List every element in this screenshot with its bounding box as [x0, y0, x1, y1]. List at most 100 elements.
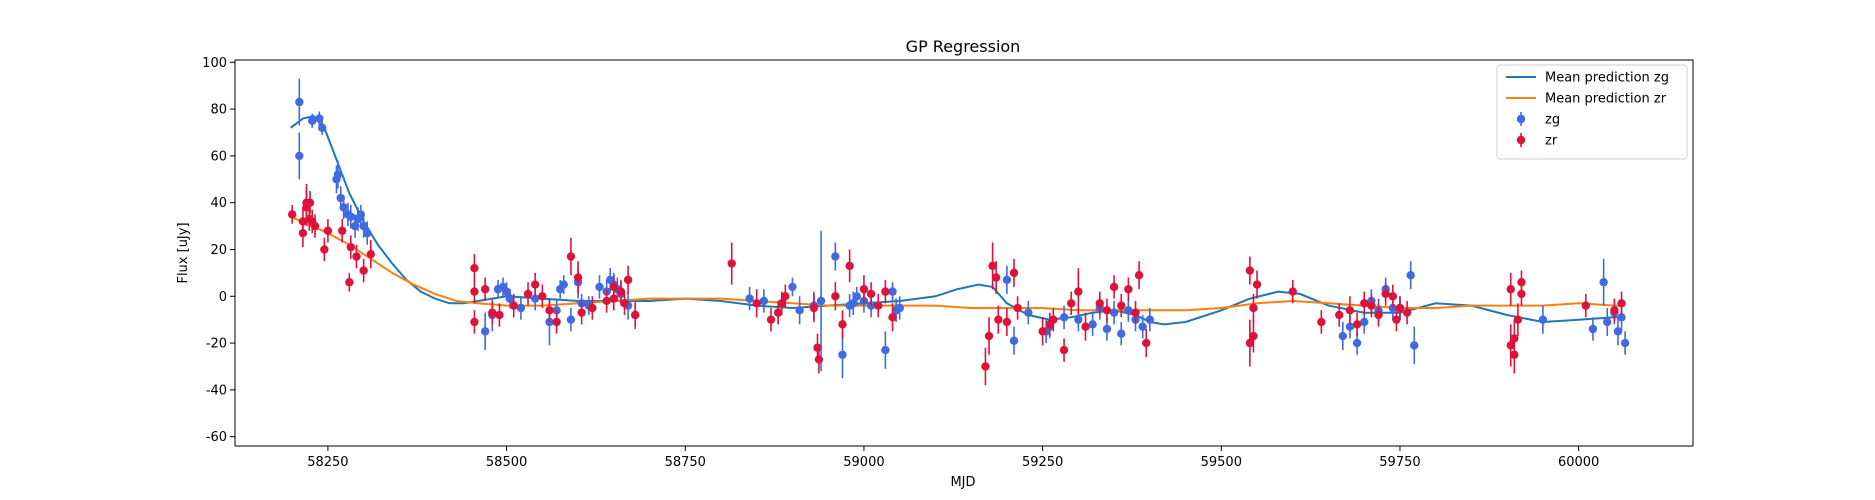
legend-label: Mean prediction zg: [1545, 71, 1669, 86]
data-point-zr: [577, 308, 586, 317]
x-tick-label: 58250: [307, 455, 348, 470]
data-point-zr: [1335, 310, 1344, 320]
data-point-zr: [1002, 317, 1012, 327]
data-point-zg: [530, 294, 540, 303]
data-point-zr: [1013, 303, 1022, 313]
data-point-zr: [984, 331, 994, 341]
data-point-zg: [1002, 275, 1012, 285]
legend-marker-key: [1516, 114, 1526, 124]
data-point-zr: [777, 299, 786, 308]
data-point-zg: [307, 116, 317, 126]
data-point-zg: [1352, 338, 1362, 348]
data-point-zr: [1317, 317, 1326, 327]
data-point-zg: [888, 287, 897, 296]
data-point-zg: [359, 221, 368, 231]
data-point-zr: [1402, 308, 1412, 317]
y-tick-label: 60: [210, 149, 227, 164]
data-point-zr: [831, 292, 840, 301]
data-point-zr: [616, 287, 626, 296]
y-tick-label: 80: [210, 103, 227, 118]
data-point-zg: [333, 170, 343, 179]
data-point-zr: [1074, 287, 1083, 296]
x-axis-label: MJD: [950, 475, 975, 490]
data-point-zr: [287, 210, 297, 219]
data-point-zr: [1345, 306, 1355, 315]
data-point-zr: [1388, 292, 1398, 301]
data-point-zg: [1088, 320, 1097, 329]
data-point-zr: [1381, 289, 1390, 299]
plot-area: [287, 78, 1630, 386]
data-point-zg: [339, 203, 348, 212]
data-point-zr: [338, 226, 347, 235]
data-point-zr: [366, 249, 375, 259]
legend-label: zr: [1545, 134, 1558, 149]
data-point-zg: [745, 294, 754, 303]
data-point-zg: [502, 287, 511, 296]
data-point-zr: [1134, 271, 1144, 280]
data-point-zg: [566, 315, 576, 324]
data-point-zr: [1395, 303, 1405, 313]
data-point-zg: [1360, 317, 1369, 327]
data-point-zg: [1538, 315, 1548, 324]
data-point-zr: [874, 301, 883, 310]
data-point-zr: [981, 362, 990, 371]
data-point-zr: [1510, 334, 1519, 343]
x-tick-label: 59250: [1022, 455, 1063, 470]
data-point-zg: [1620, 338, 1630, 348]
data-point-zr: [588, 303, 597, 313]
data-point-zr: [566, 252, 576, 261]
data-point-zg: [1145, 315, 1155, 324]
data-point-zr: [727, 259, 736, 268]
data-point-zr: [1059, 345, 1069, 355]
data-point-zr: [470, 287, 479, 296]
data-point-zr: [480, 285, 490, 294]
data-point-zr: [1049, 315, 1058, 324]
data-point-zr: [1249, 303, 1258, 313]
data-point-zr: [773, 308, 783, 317]
series-zr: [287, 183, 1626, 386]
data-point-zg: [346, 212, 355, 221]
data-point-zg: [315, 114, 324, 123]
data-point-zr: [323, 226, 333, 235]
data-point-zg: [295, 97, 304, 107]
data-point-zg: [1345, 322, 1355, 331]
data-point-zg: [1338, 331, 1347, 341]
data-point-zr: [602, 296, 611, 306]
data-point-zg: [1074, 315, 1083, 324]
y-tick-label: 0: [219, 290, 227, 305]
data-point-zr: [845, 261, 854, 271]
data-point-zr: [1513, 315, 1523, 324]
data-point-zr: [1392, 315, 1401, 324]
x-tick-label: 59750: [1379, 455, 1420, 470]
data-point-zg: [1613, 327, 1623, 336]
data-point-zr: [1131, 308, 1140, 317]
data-point-zr: [620, 299, 629, 308]
data-point-zr: [1142, 338, 1151, 348]
data-point-zg: [759, 296, 769, 306]
data-point-zg: [1603, 317, 1612, 327]
data-point-zr: [305, 198, 315, 207]
data-point-zg: [1109, 308, 1119, 317]
axes-frame: [234, 59, 1694, 447]
data-point-zg: [852, 292, 861, 301]
legend-box: [1496, 64, 1688, 160]
data-point-zr: [1352, 320, 1362, 329]
data-point-zg: [317, 123, 327, 133]
data-point-zr: [1095, 299, 1104, 308]
y-axis-label: Flux [uJy]: [176, 222, 191, 283]
data-point-zg: [831, 252, 840, 261]
data-point-zr: [859, 285, 869, 294]
data-point-zg: [505, 294, 515, 303]
data-point-zg: [1588, 324, 1598, 334]
data-point-zg: [881, 345, 890, 355]
legend: Mean prediction zg Mean prediction zr zg zr: [1496, 64, 1688, 160]
data-point-zg: [1599, 278, 1608, 287]
data-point-zr: [1252, 280, 1262, 289]
data-point-zg: [895, 303, 904, 313]
data-point-zr: [766, 315, 776, 324]
data-point-zg: [1009, 336, 1019, 345]
data-point-zr: [1610, 306, 1619, 315]
data-point-zr: [509, 301, 518, 310]
